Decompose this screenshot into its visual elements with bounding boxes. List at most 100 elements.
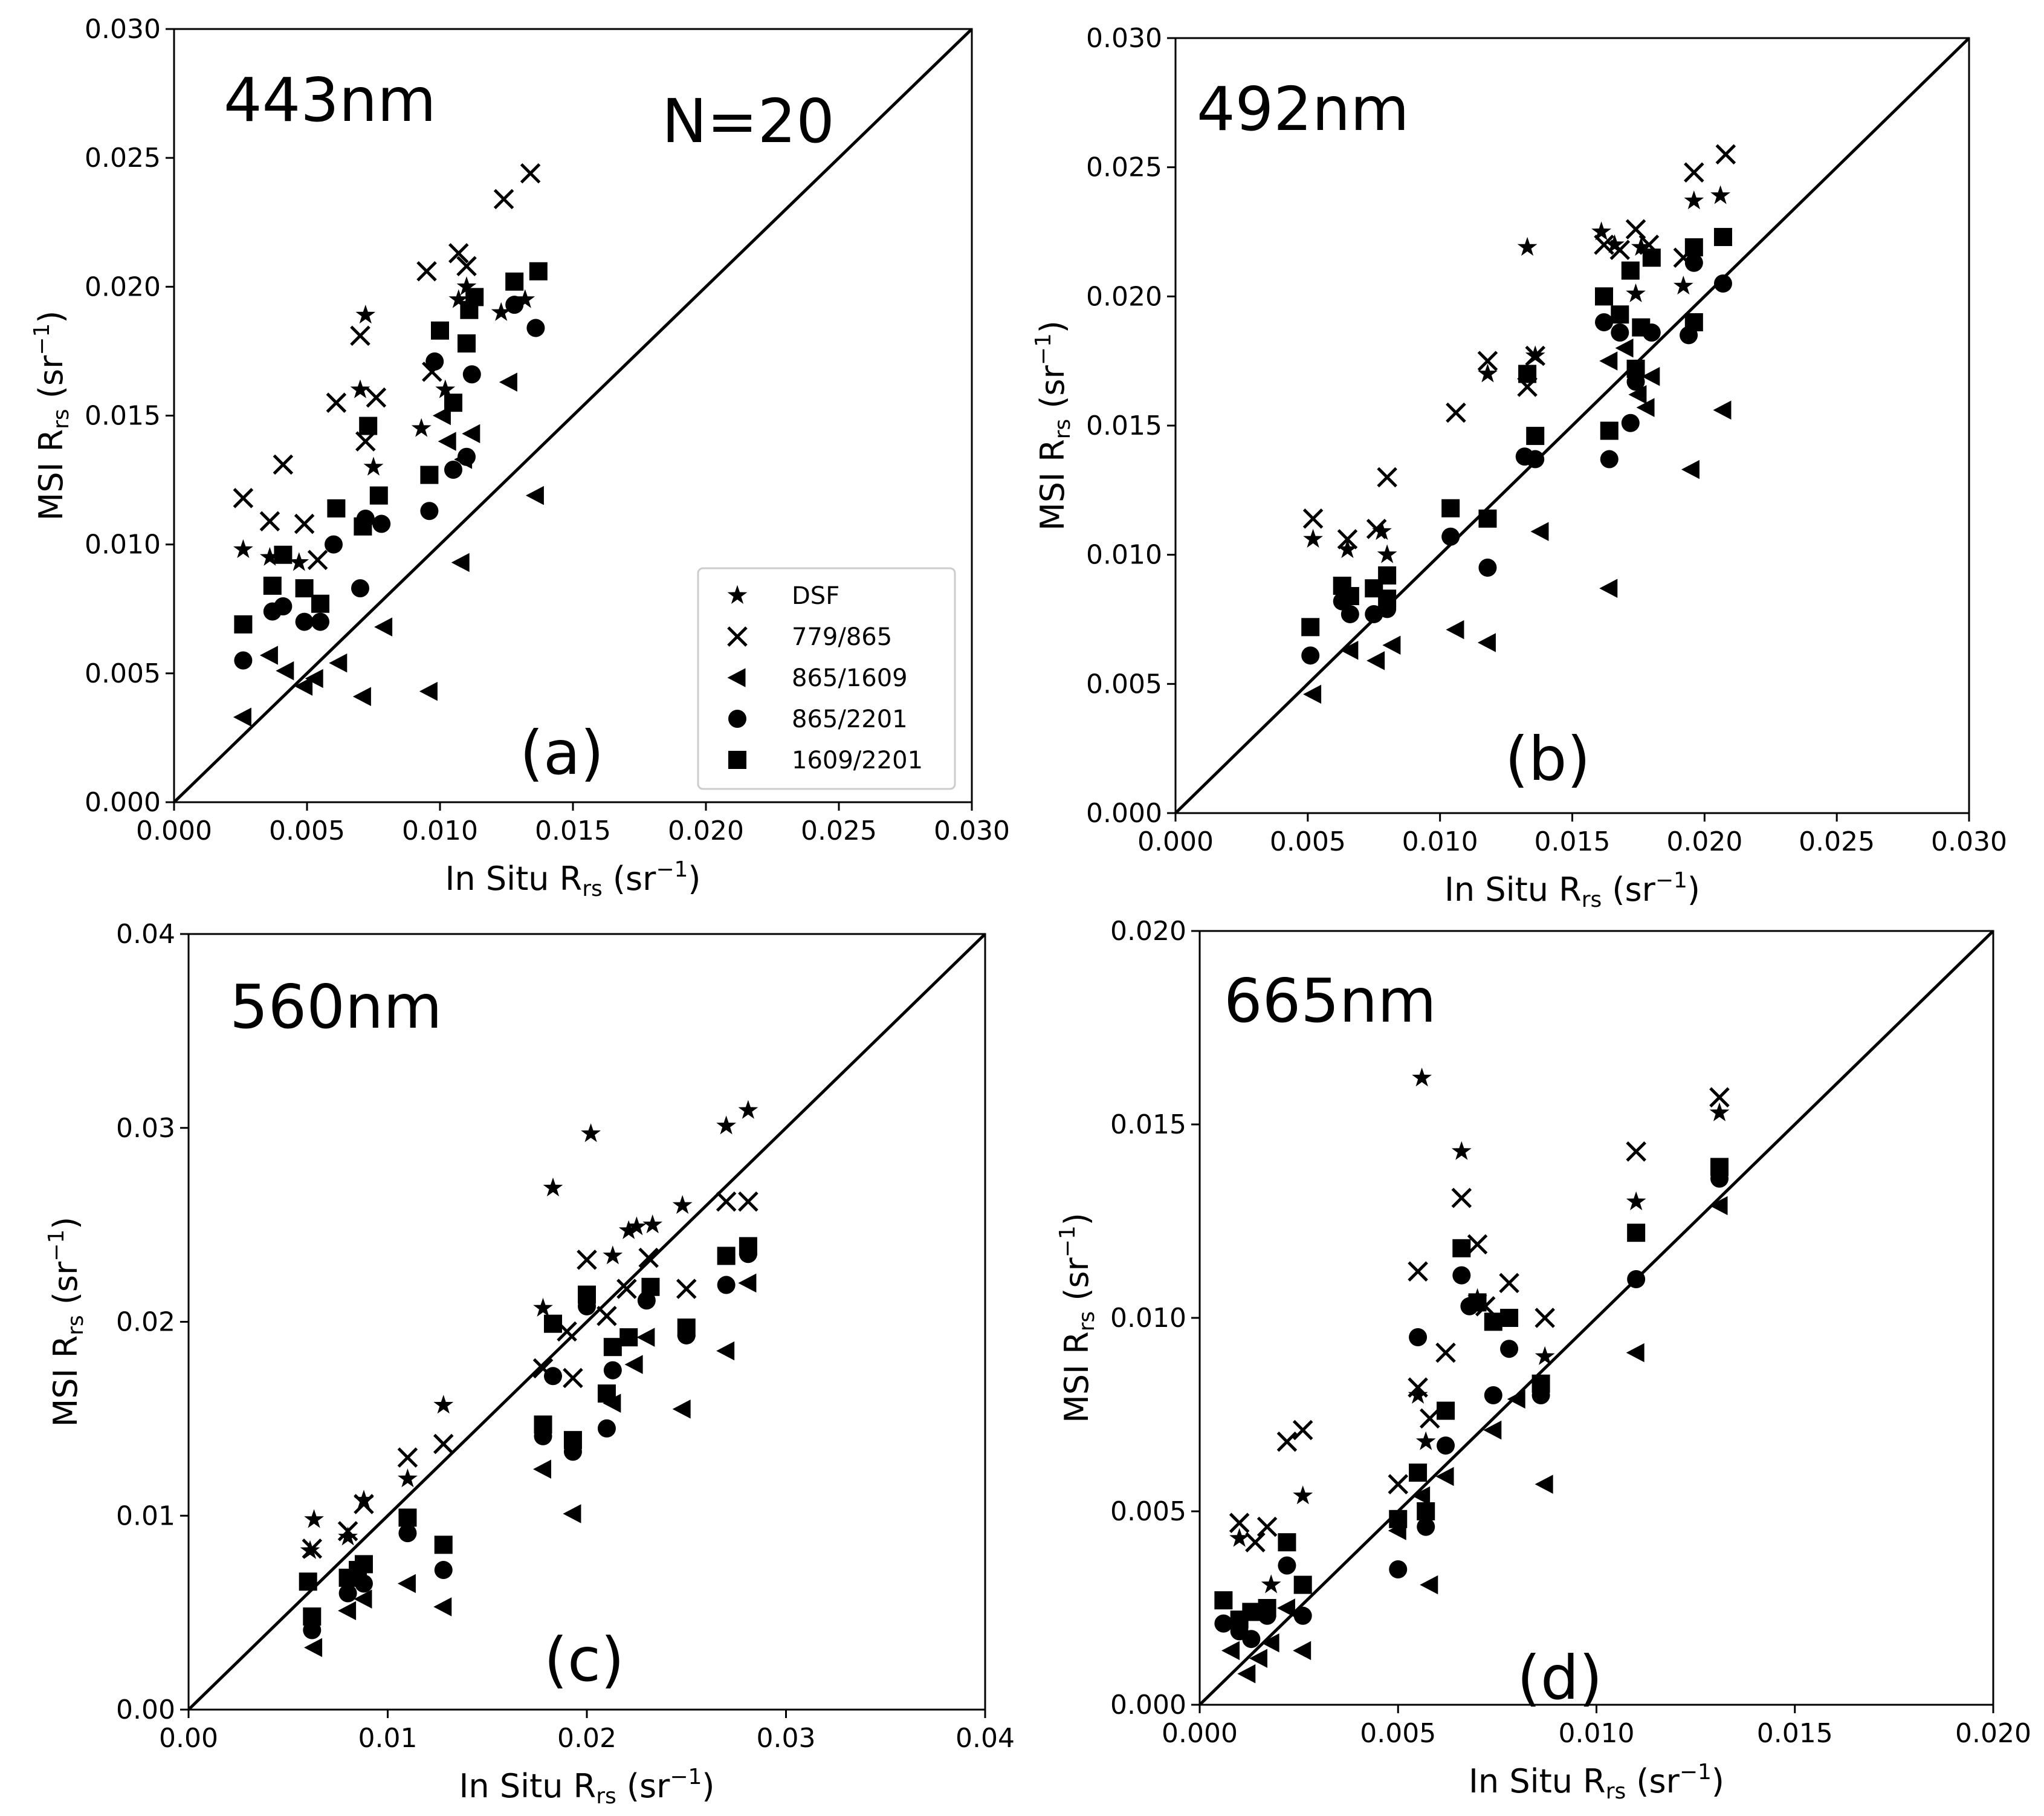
panel-4-point-x [1408,1377,1428,1398]
legend-marker-x [727,626,748,647]
panel-3-series-1609-2201 [299,1237,757,1626]
panel-2-point-triangle-left [1681,459,1700,479]
panel-1-x-tick-label: 0.020 [668,816,744,846]
panel-4-point-square [1214,1591,1233,1610]
panel-4-point-x [1292,1419,1313,1441]
panel-4-x-tick-label: 0.000 [1162,1718,1238,1749]
panel-1-series-779-865 [233,163,541,571]
panel-1-point-circle [462,365,481,384]
panel-3-point-x [354,1494,374,1514]
panel-1-point-x [294,513,315,534]
panel-3-point-triangle-left [563,1504,581,1523]
panel-2-point-x [1525,345,1545,366]
panel-2-point-triangle-left [1530,522,1549,541]
panel-1-point-square [263,576,282,595]
panel-1-point-star [260,546,280,566]
panel-4-point-x [1451,1187,1472,1208]
panel-4-point-x [1408,1261,1428,1282]
panel-2-point-triangle-left [1641,367,1660,386]
panel-1-x-axis-title-unit: (sr [603,860,656,898]
panel-4-point-x [1435,1342,1456,1363]
panel-1-y-axis-title-text: MSI R [32,429,70,520]
panel-4-point-circle [1278,1556,1296,1575]
panel-3-point-star [304,1509,324,1528]
panel-1-y-tick-label: 0.020 [85,271,161,302]
panel-1-point-star [456,276,477,296]
panel-2-point-square [1341,587,1359,606]
panel-2-x-tick-label: 0.000 [1137,826,1214,857]
panel-3-point-circle [338,1584,357,1603]
panel-1-point-circle [325,535,343,554]
panel-2-point-square [1301,618,1320,637]
panel-4-point-x [1626,1141,1646,1162]
panel-3-x-tick-label: 0.03 [757,1723,816,1754]
panel-1-y-tick-label: 0.025 [85,143,161,173]
panel-1-point-square [311,594,329,613]
panel-4-point-x [1467,1234,1488,1255]
panel-1-point-triangle-left [374,617,393,637]
panel-3-point-circle [434,1561,453,1580]
panel-3-x-axis-title: In Situ Rrs (sr−1) [459,1765,715,1809]
panel-2-point-triangle-left [1382,635,1401,655]
panel-3-point-star [398,1468,418,1488]
panel-1-point-triangle-left [305,669,323,689]
panel-4-point-circle [1389,1560,1408,1578]
panel-1-point-square [444,394,462,412]
panel-2-point-triangle-left [1340,641,1359,660]
panel-1-x-axis-title-subscript: rs [582,877,603,901]
panel-2-point-triangle-left [1636,398,1655,417]
panel-4-x-tick-label: 0.005 [1360,1718,1436,1749]
panel-2-point-star [1631,236,1651,256]
panel-3-point-square [303,1607,322,1626]
panel-1-point-triangle-left [294,676,313,696]
panel-1-point-square [369,486,388,505]
panel-3-y-tick-label: 0.04 [116,919,175,950]
panel-4-series-865-1609 [1221,1196,1728,1684]
panel-4-y-axis-title-unit: (sr [1058,1257,1096,1311]
panel-3-x-axis-title-unit-close: ) [702,1767,714,1805]
panel-1-x-axis-title: In Situ Rrs (sr−1) [445,857,701,901]
panel-3: 0.00 0.01 0.02 0.03 0.04 0.00 0.01 0.02 0.03 0.04… [44,919,1015,1809]
panel-4-x-axis-title-text: In Situ R [1469,1762,1606,1800]
panel-1-y-tick-label: 0.005 [85,658,161,689]
legend-label: 865/1609 [792,664,908,692]
panel-1-point-triangle-left [233,707,251,727]
panel-3-point-square [563,1431,582,1450]
panel-2-point-star [1710,185,1730,204]
panel-3-y-axis-title-text: MSI R [47,1335,85,1427]
panel-1: 0.000 0.005 0.010 0.015 0.020 0.025 0.030 0.000… [30,14,1010,901]
panel-4-point-circle [1417,1517,1435,1536]
panel-3-series-865-1609 [304,1273,757,1658]
panel-2-point-square [1684,313,1703,332]
panel-3-point-triangle-left [433,1597,452,1617]
panel-3-point-triangle-left [636,1328,655,1347]
panel-2-series-1609-2201 [1301,228,1732,637]
panel-2-point-triangle-left [1628,384,1647,404]
panel-2-point-x [1446,402,1466,423]
panel-1-x-tick-label: 0.015 [535,816,611,846]
panel-4-point-square [1409,1464,1428,1482]
panel-3-point-square [619,1328,638,1347]
legend-label: 865/2201 [792,705,908,733]
panel-1-point-square [359,417,378,435]
panel-4-y-axis-title-text: MSI R [1058,1331,1096,1422]
panel-1-point-circle [444,461,462,479]
panel-4-letter: (d) [1517,1643,1603,1713]
panel-2-point-square [1518,365,1537,383]
panel-1-series-865-2201 [234,296,545,670]
panel-3-point-star [581,1123,601,1143]
panel-2-point-x [1715,144,1736,165]
legend-label: 1609/2201 [792,747,923,774]
panel-1-point-triangle-left [499,372,517,392]
panel-3-point-x [676,1279,697,1299]
panel-2-point-circle [1611,323,1629,342]
panel-3-point-triangle-left [738,1273,757,1293]
panel-3-letter: (c) [544,1624,624,1695]
panel-3-point-x [616,1279,637,1299]
panel-2-point-star [1517,236,1538,256]
panel-2-y-tick-label: 0.025 [1086,152,1162,183]
panel-1-x-axis-title-unit-close: ) [688,860,700,898]
panel-4-point-triangle-left [1535,1474,1553,1494]
panel-4-point-triangle-left [1221,1641,1240,1661]
panel-2-x-axis-title-unit: (sr [1602,871,1655,909]
